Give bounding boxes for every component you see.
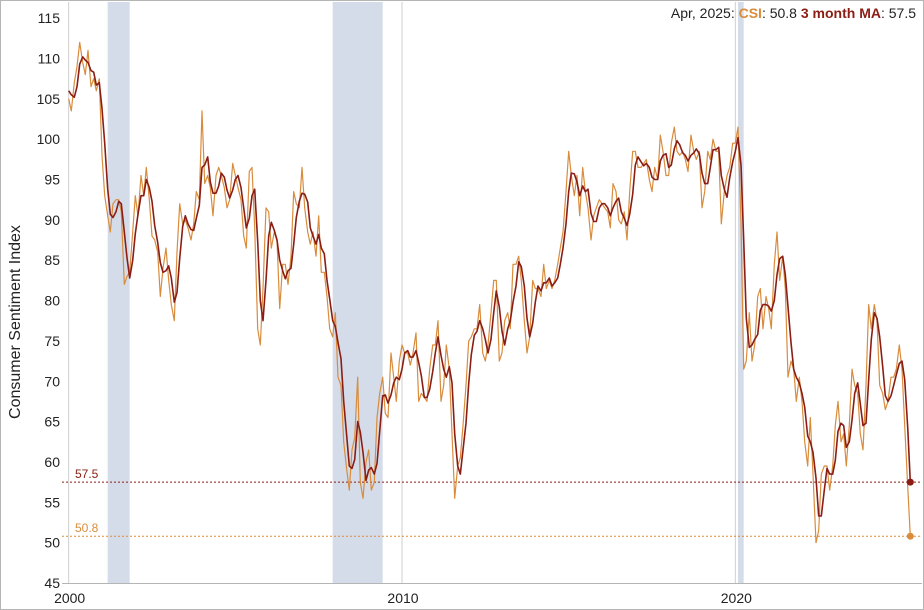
recession-band-1 [107, 2, 130, 583]
x-tick-label: 2020 [721, 590, 752, 606]
reference-label-ma: 57.5 [75, 467, 99, 481]
readout-ma-value: : 57.5 [881, 5, 916, 21]
recession-band-3 [738, 2, 744, 583]
series-line-ma [68, 56, 912, 517]
series-lines [68, 41, 912, 544]
x-axis-ticks: 2000 2010 2020 [54, 590, 752, 606]
series-line-csi [68, 41, 911, 544]
recession-bands [107, 2, 744, 583]
year-gridlines [68, 2, 736, 583]
y-axis-ticks: 45 50 55 60 65 70 75 80 85 90 95 100 105 110 115 [37, 10, 61, 591]
y-tick-label: 115 [38, 10, 61, 26]
y-tick-label: 50 [44, 535, 60, 551]
readout-csi-label: CSI [739, 5, 762, 21]
y-tick-label: 70 [44, 373, 60, 389]
readout-date: Apr, 2025: [671, 5, 735, 21]
reference-label-csi: 50.8 [75, 521, 99, 535]
readout-csi-value: : 50.8 [762, 5, 797, 21]
y-tick-label: 110 [38, 50, 61, 66]
recession-band-2 [332, 2, 383, 583]
y-tick-label: 55 [44, 494, 60, 510]
y-tick-label: 60 [44, 454, 60, 470]
hover-readout: Apr, 2025: CSI: 50.8 3 month MA: 57.5 [671, 5, 916, 21]
series-endpoints [906, 478, 914, 540]
readout-ma-label: 3 month MA [801, 5, 881, 21]
y-tick-label: 95 [44, 172, 60, 188]
y-tick-label: 100 [37, 131, 61, 147]
x-tick-label: 2010 [387, 590, 418, 606]
y-tick-label: 105 [37, 91, 61, 107]
reference-lines: 57.5 50.8 [62, 467, 922, 537]
y-tick-label: 90 [44, 212, 60, 228]
endpoint-marker-ma [906, 478, 914, 486]
y-tick-label: 85 [44, 252, 60, 268]
endpoint-marker-csi [906, 532, 914, 540]
x-tick-label: 2000 [54, 590, 85, 606]
y-tick-label: 45 [44, 575, 60, 591]
y-tick-label: 65 [44, 414, 60, 430]
y-tick-label: 75 [44, 333, 60, 349]
y-tick-label: 80 [44, 293, 60, 309]
y-axis-label: Consumer Sentiment Index [7, 225, 24, 419]
